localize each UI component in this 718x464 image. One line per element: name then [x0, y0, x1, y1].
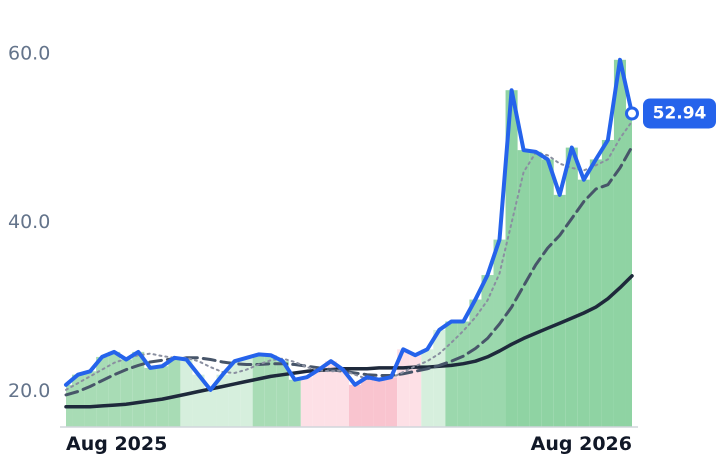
regime-fill [445, 321, 458, 427]
regime-fill [132, 351, 145, 427]
y-tick-label: 20.0 [8, 380, 50, 402]
regime-fill [577, 179, 590, 427]
series-line [64, 57, 634, 392]
regime-fill [324, 361, 337, 427]
regime-fill [192, 374, 205, 427]
labels: 20.0 40.0 60.0 Aug 2025 Aug 2026 52.94 [8, 42, 716, 455]
last-value-label: 52.94 [653, 103, 707, 123]
regime-fill [168, 357, 181, 427]
last-value-badge [643, 98, 716, 129]
regime-fill [553, 194, 566, 427]
regime-fill [421, 349, 434, 427]
regime-fill [361, 377, 374, 427]
regime-fill [373, 379, 386, 427]
series-line [64, 274, 634, 409]
regime-fill [144, 367, 157, 427]
regime-fill [565, 147, 578, 427]
regime-fill [156, 366, 169, 427]
regime-fill [300, 377, 313, 427]
regime-fill [481, 275, 494, 427]
regime-fill [589, 159, 602, 427]
regime-fill [457, 321, 470, 427]
x-tick-label: Aug 2025 [66, 433, 167, 455]
regime-fill [541, 159, 554, 427]
regime-fill [613, 59, 626, 427]
regime-fill [252, 354, 265, 427]
regime-fill [529, 151, 542, 427]
regime-fill [240, 357, 253, 427]
regime-fill [288, 379, 301, 427]
regime-fill [493, 239, 506, 427]
regime-fill [312, 369, 325, 427]
regime-fill [385, 377, 398, 427]
regime-fill [228, 361, 241, 427]
regime-fill [108, 351, 121, 427]
y-tick-label: 60.0 [8, 42, 50, 64]
y-tick-label: 40.0 [8, 211, 50, 233]
regime-fill [625, 113, 632, 427]
regime-fill [264, 355, 277, 427]
series-line [65, 120, 633, 391]
regime-fill [204, 389, 217, 427]
regime-fill [517, 150, 530, 428]
regime-fill [276, 361, 289, 427]
regime-fill [469, 299, 482, 427]
regime-fills [66, 59, 632, 428]
regime-fill [72, 374, 85, 427]
regime-fill [433, 329, 446, 427]
last-point [625, 106, 639, 121]
regime-fill [96, 356, 109, 427]
regime-fill [349, 384, 362, 427]
x-tick-label: Aug 2026 [531, 433, 632, 455]
regime-fill [120, 359, 133, 427]
regime-fill [84, 371, 97, 427]
regime-fill [336, 369, 349, 427]
regime-fill [601, 139, 614, 427]
lines [64, 57, 634, 409]
